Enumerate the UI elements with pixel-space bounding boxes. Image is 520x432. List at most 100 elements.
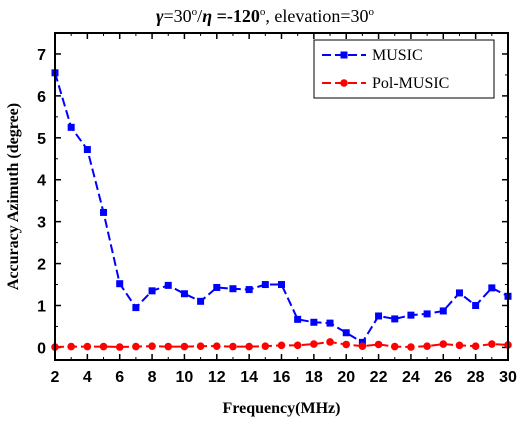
legend-marker-music	[340, 51, 348, 59]
data-point-pol-music	[374, 340, 383, 349]
data-point-pol-music	[164, 342, 173, 351]
data-point-music	[213, 283, 221, 291]
data-point-pol-music	[488, 340, 496, 348]
data-point-music	[197, 297, 205, 305]
data-point-pol-music	[293, 341, 302, 350]
y-axis-label: Accuracy Azimuth (degree)	[5, 103, 22, 290]
data-point-music	[423, 310, 431, 318]
y-tick-label: 6	[37, 89, 46, 106]
y-tick-label: 7	[37, 47, 46, 64]
x-tick-label: 10	[176, 369, 194, 386]
data-point-pol-music	[407, 343, 415, 351]
data-point-pol-music	[115, 343, 124, 351]
title-gamma-symbol: γ	[156, 6, 164, 26]
y-tick-label: 0	[37, 340, 46, 357]
data-point-pol-music	[245, 342, 253, 351]
data-point-pol-music	[310, 340, 318, 348]
legend-marker-pol-music	[340, 79, 348, 87]
data-point-music	[116, 280, 124, 288]
data-point-music	[294, 315, 302, 323]
data-point-music	[100, 208, 108, 216]
data-point-pol-music	[99, 342, 108, 351]
data-point-music	[455, 289, 463, 297]
data-point-music	[67, 123, 75, 131]
title-elevation: , elevation=30	[265, 6, 368, 26]
x-tick-label: 26	[434, 369, 452, 386]
data-point-pol-music	[261, 342, 270, 350]
data-point-music	[342, 329, 350, 337]
data-point-music	[391, 315, 399, 323]
data-point-pol-music	[390, 342, 399, 351]
x-tick-label: 2	[51, 369, 60, 386]
data-point-music	[83, 146, 91, 154]
legend-box	[313, 39, 495, 99]
x-tick-label: 30	[499, 369, 517, 386]
data-point-music	[375, 312, 383, 320]
data-point-pol-music	[277, 341, 286, 350]
chart-title: γ=30o/η =-120o, elevation=30o	[156, 6, 374, 26]
data-point-music	[472, 302, 480, 309]
data-point-music	[326, 319, 334, 327]
x-tick-label: 6	[115, 369, 124, 386]
data-point-music	[229, 285, 237, 293]
data-point-music	[278, 281, 285, 289]
legend-label-music: MUSIC	[372, 47, 423, 64]
data-point-music	[148, 287, 156, 295]
title-elevation-unit: o	[368, 6, 374, 18]
x-tick-label: 16	[273, 369, 291, 386]
title-gamma-value: =30	[164, 6, 192, 26]
title-eta-unit: o	[260, 6, 266, 18]
legend: MUSIC Pol-MUSIC	[313, 39, 495, 99]
y-tick-label: 4	[37, 173, 46, 190]
data-point-pol-music	[229, 342, 237, 351]
title-separator: /	[197, 6, 202, 26]
data-point-pol-music	[83, 342, 92, 351]
y-tick-label: 3	[37, 215, 46, 232]
x-axis-label: Frequency(MHz)	[223, 400, 341, 417]
data-point-pol-music	[326, 338, 334, 346]
title-gamma-unit: o	[192, 6, 198, 18]
data-point-music	[164, 281, 172, 289]
data-point-music	[488, 284, 496, 292]
x-tick-label: 28	[467, 369, 485, 386]
data-point-pol-music	[196, 342, 205, 350]
data-point-pol-music	[423, 342, 431, 350]
x-tick-label: 12	[208, 369, 226, 386]
y-tick-label: 5	[37, 131, 46, 148]
x-tick-label: 20	[337, 369, 355, 386]
data-point-pol-music	[148, 342, 156, 350]
data-point-pol-music	[132, 342, 140, 351]
data-point-pol-music	[455, 341, 464, 350]
legend-label-pol-music: Pol-MUSIC	[372, 75, 449, 92]
data-point-pol-music	[358, 342, 367, 350]
y-tick-label: 2	[37, 257, 46, 274]
title-eta-value: =-120	[212, 6, 260, 26]
data-point-music	[245, 286, 253, 294]
data-point-music	[180, 290, 188, 298]
title-eta-symbol: η	[202, 6, 212, 26]
data-point-music	[407, 311, 415, 319]
data-point-pol-music	[471, 342, 480, 350]
x-tick-label: 8	[148, 369, 157, 386]
x-tick-label: 22	[370, 369, 388, 386]
data-point-music	[261, 281, 269, 289]
data-point-music	[132, 304, 140, 312]
y-tick-label: 1	[37, 299, 46, 316]
series-layer	[51, 69, 512, 351]
x-tick-label: 18	[305, 369, 323, 386]
x-tick-label: 14	[240, 369, 258, 386]
data-point-music	[439, 307, 447, 315]
data-point-pol-music	[212, 342, 221, 350]
data-point-pol-music	[342, 340, 351, 349]
data-point-music	[310, 318, 318, 326]
x-tick-label: 4	[83, 369, 92, 386]
data-point-pol-music	[180, 342, 189, 351]
x-tick-label: 24	[402, 369, 420, 386]
series-line-music	[54, 72, 509, 344]
data-point-pol-music	[439, 340, 448, 348]
data-point-pol-music	[67, 342, 75, 351]
plot-frame	[54, 32, 509, 361]
